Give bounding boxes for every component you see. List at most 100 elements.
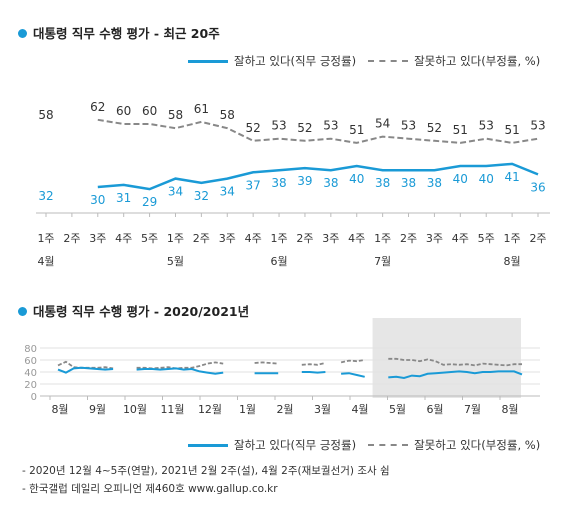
- disapprove-series-line: [136, 361, 224, 370]
- bullet-dot-icon: [18, 307, 27, 316]
- approve-data-label: 31: [116, 191, 131, 205]
- x-tick-label: 9월: [89, 403, 106, 416]
- disapprove-series-line: [97, 118, 539, 144]
- approve-legend-swatch: [188, 59, 228, 63]
- x-tick-label: 7월: [464, 403, 481, 416]
- month-label: 7월: [374, 255, 391, 268]
- approve-series-line: [388, 370, 523, 380]
- x-tick-label: 1주: [374, 232, 391, 245]
- disapprove-data-label: 60: [142, 104, 157, 118]
- disapprove-series-line: [254, 361, 279, 365]
- disapprove-legend-swatch: [368, 444, 409, 446]
- x-tick-label: 5주: [478, 232, 495, 245]
- x-tick-label: 5월: [389, 403, 406, 416]
- x-tick-label: 3주: [426, 232, 443, 245]
- top-chart-title: 대통령 직무 수행 평가 - 최근 20주: [18, 23, 220, 42]
- approve-data-label: 36: [530, 180, 545, 194]
- x-tick-label: 12월: [198, 403, 222, 416]
- approve-data-label: 34: [220, 185, 235, 199]
- approve-data-label: 39: [297, 174, 312, 188]
- approve-data-label: 32: [194, 189, 209, 203]
- approve-data-label: 41: [504, 170, 519, 184]
- footnote-line: - 2020년 12월 4~5주(연말), 2021년 2월 2주(설), 4월…: [22, 465, 390, 477]
- disapprove-series-line: [388, 357, 522, 367]
- x-tick-label: 2월: [276, 403, 293, 416]
- approve-legend-swatch: [188, 443, 228, 447]
- top-chart-legend: 잘하고 있다(직무 긍정률) 잘못하고 있다(부정률, %): [188, 53, 540, 69]
- top-line-chart: 1주 2주 3주 4주 5주 1주 2주 3주 4주 1주 2주 3주 4주 1주 2주 3주 4주 5주 1주 2주…: [36, 100, 550, 268]
- x-tick-label: 1주: [167, 232, 184, 245]
- month-label: 6월: [270, 255, 287, 268]
- disapprove-data-label: 58: [38, 108, 53, 122]
- disapprove-series-line: [301, 362, 326, 366]
- month-label: 5월: [167, 255, 184, 268]
- disapprove-data-label: 51: [504, 123, 519, 137]
- x-tick-label: 8월: [51, 403, 68, 416]
- y-tick-label: 60: [24, 356, 37, 367]
- disapprove-legend-label: 잘못하고 있다(부정률, %): [414, 54, 541, 68]
- disapprove-data-label: 51: [349, 123, 364, 137]
- approve-series-line: [301, 371, 326, 374]
- approve-legend-label: 잘하고 있다(직무 긍정률): [234, 438, 357, 452]
- approve-data-label: 38: [375, 176, 390, 190]
- x-tick-label: 3주: [219, 232, 236, 245]
- approve-data-label: 38: [323, 176, 338, 190]
- x-tick-label: 3월: [314, 403, 331, 416]
- disapprove-legend-swatch: [368, 60, 409, 62]
- approve-series-line: [341, 372, 365, 378]
- y-tick-label: 20: [24, 380, 37, 391]
- approve-data-label: 34: [168, 185, 183, 199]
- footnote-line: - 한국갤럽 데일리 오피니언 제460호 www.gallup.co.kr: [22, 483, 278, 495]
- x-tick-label: 11월: [160, 403, 184, 416]
- month-label: 4월: [37, 255, 54, 268]
- x-tick-label: 5주: [141, 232, 158, 245]
- approve-data-label: 30: [90, 193, 105, 207]
- disapprove-data-label: 51: [453, 123, 468, 137]
- disapprove-data-label: 52: [297, 121, 312, 135]
- x-tick-label: 2주: [63, 232, 80, 245]
- x-tick-label: 4주: [115, 232, 132, 245]
- approve-data-label: 38: [271, 176, 286, 190]
- disapprove-data-label: 61: [194, 102, 209, 116]
- approve-data-label: 37: [246, 178, 261, 192]
- x-tick-label: 1월: [239, 403, 256, 416]
- x-tick-label: 2주: [529, 232, 546, 245]
- disapprove-data-label: 53: [271, 119, 286, 133]
- disapprove-data-label: 52: [246, 121, 261, 135]
- x-tick-label: 3주: [322, 232, 339, 245]
- disapprove-data-label: 53: [479, 119, 494, 133]
- approve-series-line: [136, 367, 224, 375]
- disapprove-data-label: 52: [427, 121, 442, 135]
- approve-series-line: [57, 366, 114, 374]
- month-label: 8월: [504, 255, 521, 268]
- disapprove-data-label: 58: [168, 108, 183, 122]
- x-tick-label: 10월: [123, 403, 147, 416]
- approve-series-line: [97, 162, 539, 191]
- highlight-region: [372, 318, 521, 398]
- y-tick-label: 0: [31, 392, 37, 403]
- disapprove-data-label: 60: [116, 104, 131, 118]
- bottom-chart-legend: 잘하고 있다(직무 긍정률) 잘못하고 있다(부정률, %): [188, 437, 540, 453]
- y-tick-label: 40: [24, 368, 37, 379]
- approve-data-label: 38: [427, 176, 442, 190]
- bottom-chart-title: 대통령 직무 수행 평가 - 2020/2021년: [18, 301, 249, 320]
- disapprove-series-line: [340, 359, 365, 364]
- approve-data-label: 32: [38, 189, 53, 203]
- x-tick-label: 4주: [348, 232, 365, 245]
- x-tick-label: 1주: [37, 232, 54, 245]
- x-tick-label: 1주: [504, 232, 521, 245]
- disapprove-data-label: 53: [323, 119, 338, 133]
- y-tick-label: 80: [24, 344, 37, 355]
- bullet-dot-icon: [18, 29, 27, 38]
- approve-legend-label: 잘하고 있다(직무 긍정률): [234, 54, 357, 68]
- disapprove-data-label: 53: [530, 119, 545, 133]
- approve-data-label: 40: [349, 172, 364, 186]
- disapprove-data-label: 62: [90, 100, 105, 114]
- x-tick-label: 6월: [426, 403, 443, 416]
- x-tick-label: 1주: [270, 232, 287, 245]
- x-tick-label: 2주: [193, 232, 210, 245]
- x-tick-label: 2주: [296, 232, 313, 245]
- x-tick-label: 3주: [89, 232, 106, 245]
- disapprove-legend-label: 잘못하고 있다(부정률, %): [414, 438, 541, 452]
